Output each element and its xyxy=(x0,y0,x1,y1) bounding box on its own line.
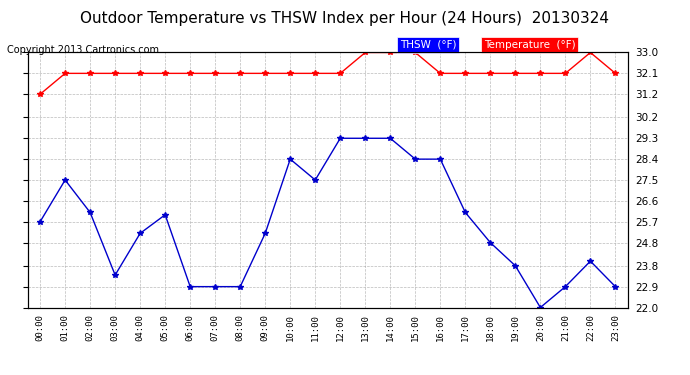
Text: Outdoor Temperature vs THSW Index per Hour (24 Hours)  20130324: Outdoor Temperature vs THSW Index per Ho… xyxy=(81,11,609,26)
Text: Temperature  (°F): Temperature (°F) xyxy=(484,40,575,50)
Text: Copyright 2013 Cartronics.com: Copyright 2013 Cartronics.com xyxy=(7,45,159,55)
Text: THSW  (°F): THSW (°F) xyxy=(400,40,456,50)
